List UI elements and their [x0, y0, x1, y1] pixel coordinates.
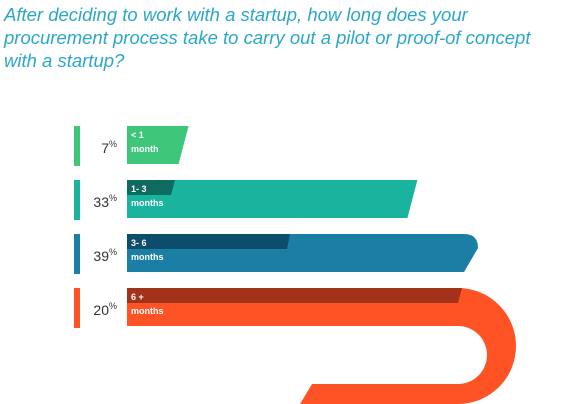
- value-label: 39%: [93, 247, 117, 264]
- bar-label-line2: months: [131, 198, 164, 208]
- row-accent-mark: [74, 234, 80, 274]
- value-unit: %: [109, 301, 117, 311]
- bar-label-line1: < 1: [131, 130, 144, 140]
- row-accent-mark: [74, 126, 80, 166]
- bar-label-line2: month: [131, 144, 159, 154]
- bar: [127, 126, 189, 164]
- value-unit: %: [109, 247, 117, 257]
- value-number: 20: [93, 302, 109, 318]
- bar-top-shade: [127, 234, 290, 249]
- value-unit: %: [109, 193, 117, 203]
- value-label: 20%: [93, 301, 117, 318]
- value-unit: %: [109, 139, 117, 149]
- bar-label-line1: 6 +: [131, 292, 144, 302]
- value-number: 33: [93, 194, 109, 210]
- bar: [127, 288, 516, 404]
- row-accent-mark: [74, 288, 80, 328]
- bar-label-line2: months: [131, 306, 164, 316]
- row-accent-mark: [74, 180, 80, 220]
- value-number: 7: [101, 140, 109, 156]
- bar-label-line1: 3- 6: [131, 238, 147, 248]
- chart-title: After deciding to work with a startup, h…: [4, 4, 531, 71]
- value-label: 33%: [93, 193, 117, 210]
- bar-top-shade: [127, 288, 462, 303]
- value-number: 39: [93, 248, 109, 264]
- bar-top-shade: [127, 180, 175, 195]
- bar-label-line1: 1- 3: [131, 184, 147, 194]
- bar: [127, 180, 418, 218]
- value-label: 7%: [101, 139, 117, 156]
- bar-label-line2: months: [131, 252, 164, 262]
